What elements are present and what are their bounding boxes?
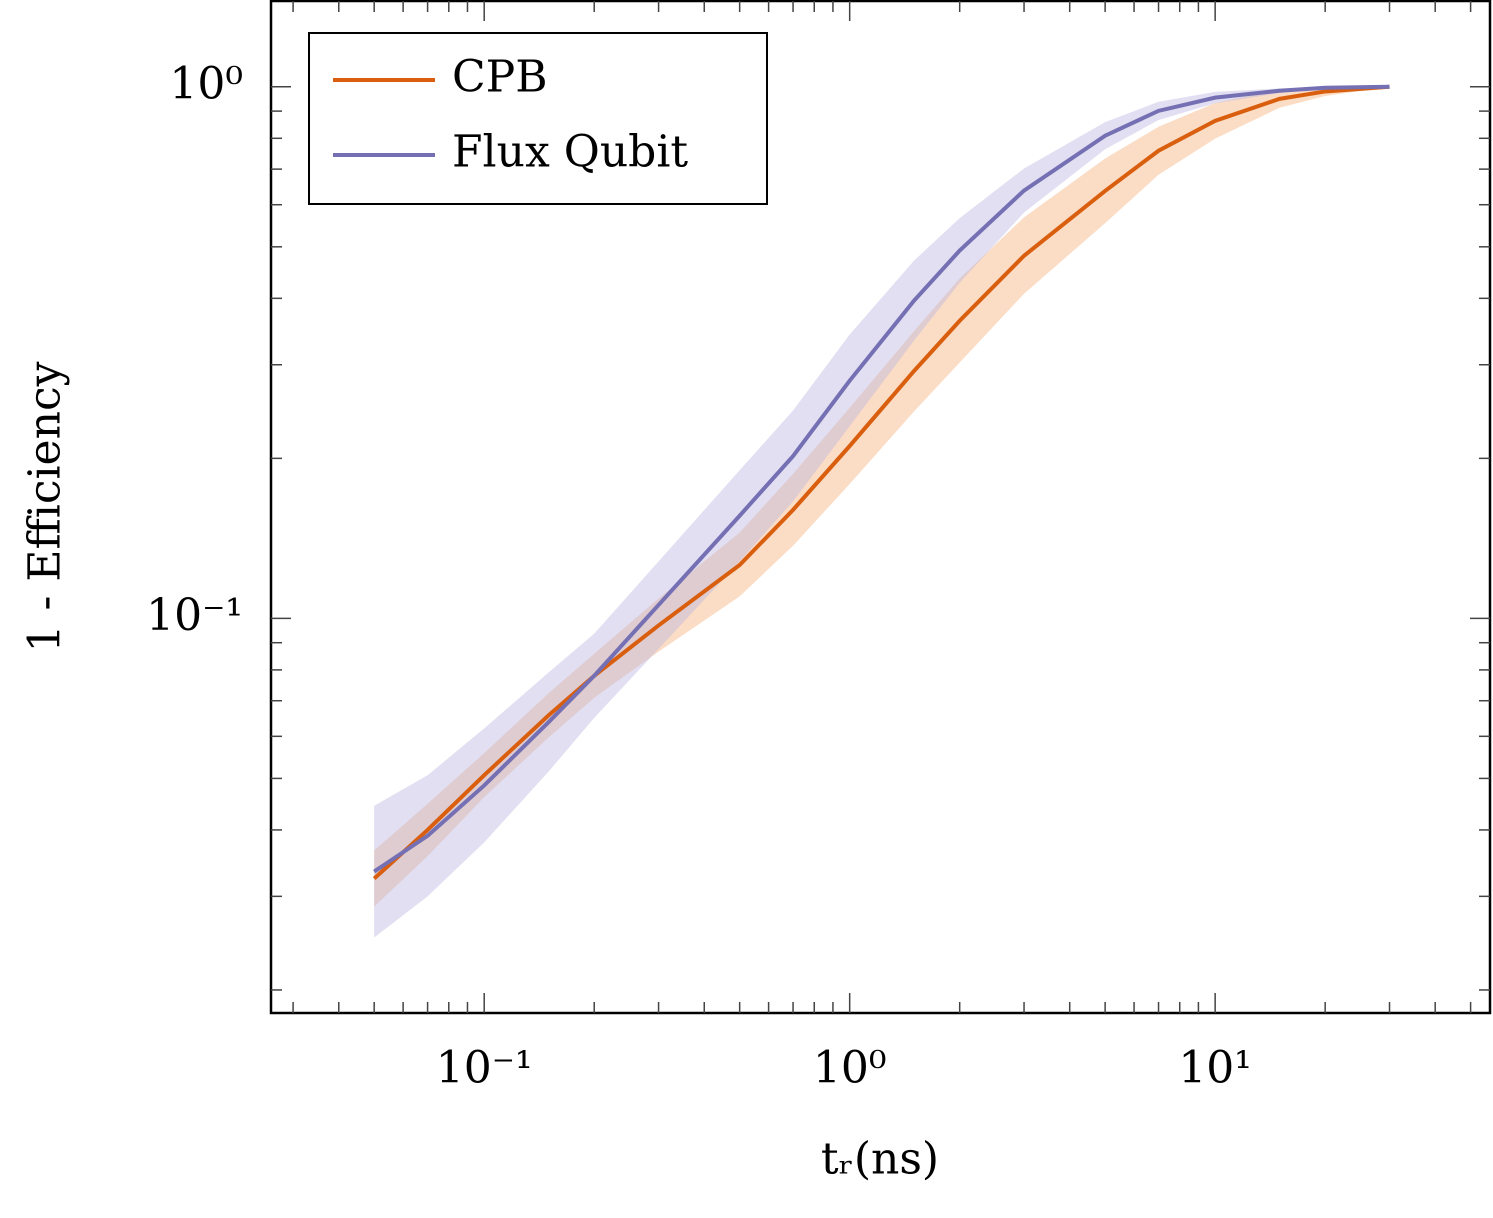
series-line — [372, 84, 1390, 881]
x-axis-label: tᵣ(ns) — [821, 1134, 939, 1185]
plot-frame — [269, 0, 1492, 1015]
legend-label: CPB — [452, 52, 548, 103]
x-tick-label: 10¹ — [1178, 1043, 1252, 1094]
confidence-band — [374, 86, 1390, 938]
y-tick-label: 10⁰ — [169, 58, 243, 109]
series-line — [373, 84, 1390, 874]
legend: CPB Flux Qubit — [308, 32, 768, 205]
y-tick-label: 10⁻¹ — [146, 590, 243, 641]
plot-area — [372, 84, 1390, 938]
x-tick-label: 10⁰ — [813, 1043, 887, 1094]
y-axis-label: 1 - Efficiency — [20, 361, 71, 652]
legend-box — [308, 32, 768, 205]
legend-label: Flux Qubit — [452, 127, 688, 178]
x-tick-label: 10⁻¹ — [436, 1043, 533, 1094]
